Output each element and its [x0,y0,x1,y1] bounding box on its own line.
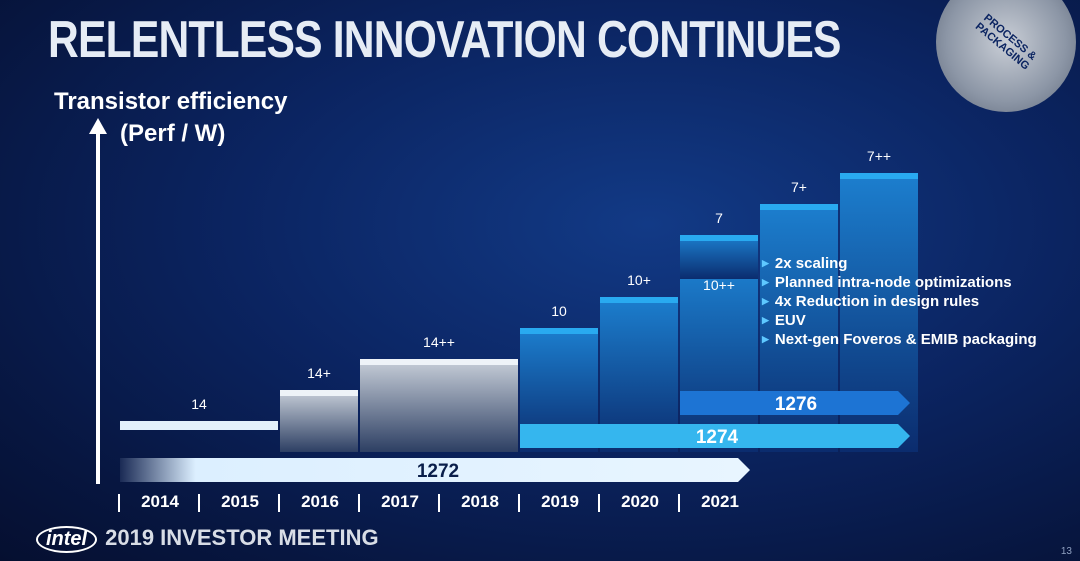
node-bar-14 [120,421,278,430]
node-7-feature-list: 2x scalingPlanned intra-node optimizatio… [762,254,1037,349]
year-separator [678,494,680,512]
process-label-1272: 1272 [417,461,459,482]
node-bar-cap-7 [680,235,758,241]
process-label-1274: 1274 [696,427,739,448]
node-bar-cap-14+ [280,390,358,396]
feature-bullet: 4x Reduction in design rules [762,292,1037,311]
process-arrow-1274 [520,424,910,448]
process-arrow-1276 [680,391,910,415]
node-bar-14+ [280,390,358,452]
node-bar-7 [680,235,758,279]
year-tick-2019: 2019 [541,492,579,511]
year-tick-2017: 2017 [381,492,419,511]
year-separator [518,494,520,512]
y-axis-line [96,132,100,484]
feature-bullet: Next-gen Foveros & EMIB packaging [762,330,1037,349]
y-axis-label-line1: Transistor efficiency [54,88,288,115]
node-label-14+: 14+ [307,365,331,381]
node-label-14++: 14++ [423,334,455,350]
node-bar-14++ [360,359,518,452]
node-bar-cap-7+ [760,204,838,210]
year-tick-2016: 2016 [301,492,339,511]
node-bar-cap-10+ [600,297,678,303]
node-label-7+: 7+ [791,179,807,195]
node-label-7++: 7++ [867,148,891,164]
year-tick-2015: 2015 [221,492,259,511]
year-separator [358,494,360,512]
year-separator [278,494,280,512]
footer-event: 2019 INVESTOR MEETING [105,525,379,550]
y-axis-label: Transistor efficiency (Perf / W) [54,86,287,150]
year-separator [438,494,440,512]
node-bar-cap-10 [520,328,598,334]
year-separator [598,494,600,512]
node-label-7: 7 [715,210,723,226]
year-separator [198,494,200,512]
node-label-10++: 10++ [703,277,735,293]
year-tick-2014: 2014 [141,492,179,511]
year-axis: 2014 2015 2016 2017 2018 2019 2020 2021 [110,492,930,518]
y-axis-arrow [89,118,107,134]
page-number: 13 [1060,546,1072,557]
year-tick-2020: 2020 [621,492,659,511]
slide-title: RELENTLESS INNOVATION CONTINUES [48,11,842,69]
feature-bullet: 2x scaling [762,254,1037,273]
feature-bullet: EUV [762,311,1037,330]
y-axis-label-line2: (Perf / W) [120,120,226,147]
node-label-10+: 10+ [627,272,651,288]
year-tick-2018: 2018 [461,492,499,511]
node-bar-10++ [680,266,758,452]
node-label-14: 14 [191,396,207,412]
intel-badge: PROCESS & PACKAGING [936,0,1076,112]
year-tick-2021: 2021 [701,492,739,511]
process-arrow-1272 [120,458,750,482]
node-bar-cap-14++ [360,359,518,365]
node-label-10: 10 [551,303,567,319]
footer: intel 2019 INVESTOR MEETING [36,525,379,553]
intel-logo: intel [36,526,98,553]
feature-bullet: Planned intra-node optimizations [762,273,1037,292]
year-separator [118,494,120,512]
process-label-1276: 1276 [775,394,817,415]
node-bar-cap-7++ [840,173,918,179]
